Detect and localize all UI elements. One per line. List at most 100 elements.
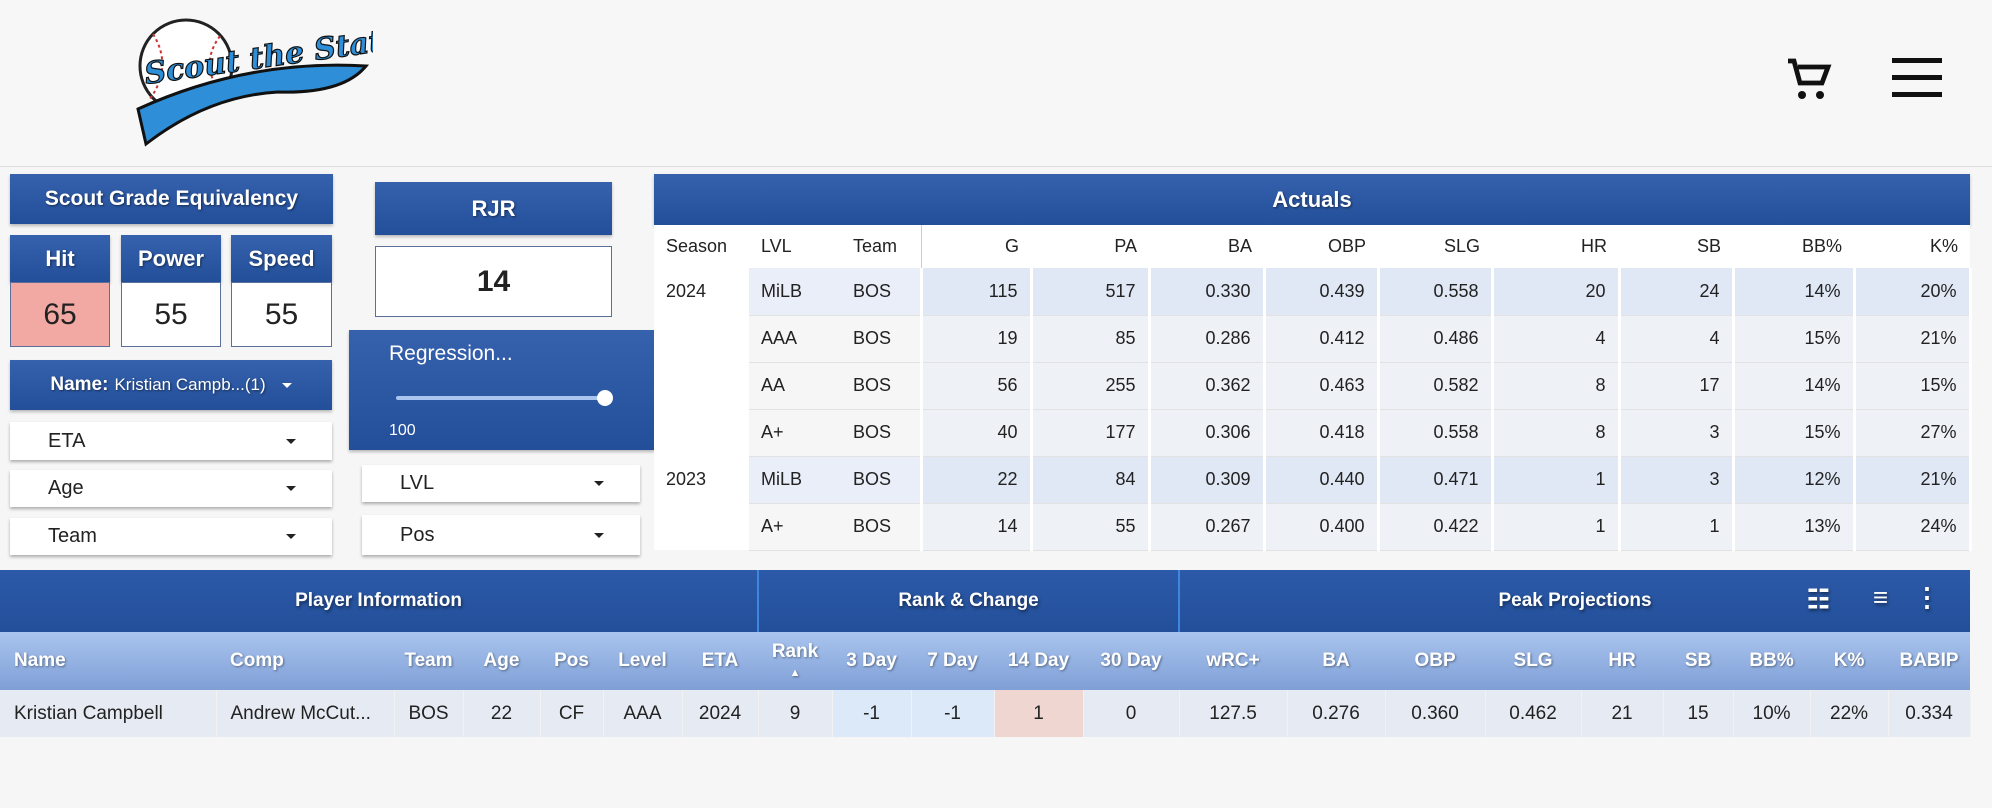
table-row: A+ BOS 40 177 0.306 0.418 0.558 8 3 15% 27% [654, 409, 1972, 457]
column-header-slg[interactable]: SLG [1378, 225, 1492, 268]
cell-team: BOS [841, 503, 922, 551]
cell-sb: 24 [1617, 268, 1735, 316]
column-header-7-day[interactable]: 7 Day [911, 632, 995, 690]
cell-hr: 1 [1490, 503, 1621, 551]
table-row: 2023 MiLB BOS 22 84 0.309 0.440 0.471 1 3 12% 21% [654, 456, 1972, 504]
scout-grade-title: Scout Grade Equivalency [10, 174, 333, 224]
table-row[interactable]: Kristian Campbell Andrew McCut... BOS 22 CF A… [0, 690, 1971, 737]
cell-hr: 8 [1490, 362, 1621, 410]
cell-3-day: -1 [832, 690, 912, 737]
cell-name: Kristian Campbell [0, 690, 217, 737]
column-header-season[interactable]: Season [654, 225, 749, 268]
lvl-filter-dropdown[interactable]: LVL [362, 465, 640, 502]
column-header-lvl[interactable]: LVL [749, 225, 841, 268]
cell-obp: 0.360 [1385, 690, 1486, 737]
column-header-hr[interactable]: HR [1581, 632, 1664, 690]
cell-team: BOS [394, 690, 464, 737]
cell-lvl: AAA [749, 315, 841, 363]
team-label: Team [48, 525, 97, 547]
cell-sb: 15 [1663, 690, 1734, 737]
column-header-babip[interactable]: BABIP [1888, 632, 1971, 690]
column-header-comp[interactable]: Comp [216, 632, 394, 690]
logo[interactable]: Scout the Statline [128, 14, 449, 149]
column-header-level[interactable]: Level [603, 632, 682, 690]
age-filter-dropdown[interactable]: Age [10, 470, 332, 507]
cell-comp: Andrew McCut... [216, 690, 395, 737]
cell-season: 2024 [654, 268, 749, 315]
regression-value: 100 [389, 422, 416, 439]
cell-obp: 0.440 [1262, 456, 1380, 504]
more-vert-icon[interactable]: ⋮ [1914, 582, 1941, 612]
pos-filter-dropdown[interactable]: Pos [362, 515, 640, 555]
regression-slider-track[interactable] [396, 396, 604, 400]
cell-bb%: 12% [1731, 456, 1856, 504]
column-header-team[interactable]: Team [394, 632, 463, 690]
filter-icon[interactable]: ≡ [1872, 582, 1889, 612]
column-label: Rank [771, 641, 819, 662]
column-header-30-day[interactable]: 30 Day [1083, 632, 1180, 690]
cell-hr: 1 [1490, 456, 1621, 504]
eta-filter-dropdown[interactable]: ETA [10, 422, 332, 460]
cell-hr: 4 [1490, 315, 1621, 363]
cell-wrc-: 127.5 [1179, 690, 1288, 737]
chevron-down-icon [281, 382, 292, 388]
cart-icon[interactable] [1786, 55, 1834, 108]
regression-panel[interactable]: Regression... 100 [349, 330, 655, 450]
hamburger-menu-icon[interactable] [1892, 58, 1942, 98]
cell-pa: 84 [1029, 456, 1151, 504]
column-header-age[interactable]: Age [463, 632, 540, 690]
cell-14-day: 1 [994, 690, 1084, 737]
chevron-down-icon [594, 481, 604, 486]
column-header-slg[interactable]: SLG [1485, 632, 1582, 690]
cell-lvl: MiLB [749, 268, 841, 316]
column-header-ba[interactable]: BA [1287, 632, 1386, 690]
grade-label: Power [121, 235, 221, 282]
column-header-k-[interactable]: K% [1810, 632, 1889, 690]
column-header-14-day[interactable]: 14 Day [994, 632, 1084, 690]
column-header-sb[interactable]: SB [1619, 225, 1733, 268]
cell-ba: 0.267 [1147, 503, 1266, 551]
column-header-sb[interactable]: SB [1663, 632, 1734, 690]
lvl-label: LVL [400, 472, 435, 494]
column-header-obp[interactable]: OBP [1385, 632, 1486, 690]
column-header-name[interactable]: Name [0, 632, 216, 690]
cell-age: 22 [463, 690, 541, 737]
column-header-3-day[interactable]: 3 Day [832, 632, 912, 690]
column-header-pa[interactable]: PA [1031, 225, 1149, 268]
cell-pa: 255 [1029, 362, 1151, 410]
cell-season [654, 409, 749, 456]
cell-slg: 0.471 [1376, 456, 1494, 504]
column-header-wrc-[interactable]: wRC+ [1179, 632, 1288, 690]
players-table: Player Information Rank & Change Peak Pr… [0, 570, 1971, 737]
cell-pos: CF [540, 690, 604, 737]
column-header-k%[interactable]: K% [1854, 225, 1970, 268]
cell-bb%: 13% [1731, 503, 1856, 551]
column-header-g[interactable]: G [921, 225, 1031, 268]
column-header-team[interactable]: Team [841, 225, 922, 268]
column-header-hr[interactable]: HR [1492, 225, 1619, 268]
chevron-down-icon [286, 438, 296, 444]
column-header-bb%[interactable]: BB% [1733, 225, 1854, 268]
column-header-eta[interactable]: ETA [682, 632, 759, 690]
cell-slg: 0.462 [1485, 690, 1582, 737]
column-header-bb-[interactable]: BB% [1733, 632, 1811, 690]
cell-team: BOS [841, 409, 922, 457]
column-header-ba[interactable]: BA [1149, 225, 1264, 268]
age-label: Age [48, 477, 84, 499]
peak-projections-title: Peak Projections [1498, 590, 1652, 611]
columns-settings-icon[interactable]: ☷ [1806, 584, 1831, 614]
column-header-pos[interactable]: Pos [540, 632, 603, 690]
column-header-obp[interactable]: OBP [1264, 225, 1378, 268]
regression-slider-thumb[interactable] [597, 390, 613, 406]
cell-7-day: -1 [911, 690, 995, 737]
column-header-rank[interactable]: Rank ▲ [758, 632, 833, 690]
cell-slg: 0.582 [1376, 362, 1494, 410]
cell-hr: 20 [1490, 268, 1621, 316]
chevron-down-icon [286, 534, 296, 539]
team-filter-dropdown[interactable]: Team [10, 518, 332, 555]
group-peak-projections: Peak Projections ☷ ≡ ⋮ [1179, 570, 1971, 632]
name-filter-dropdown[interactable]: Name: Kristian Campb...(1) [10, 360, 332, 410]
column-label: ETA [701, 650, 739, 671]
cell-k%: 20% [1852, 268, 1972, 316]
grade-value: 65 [10, 282, 110, 347]
